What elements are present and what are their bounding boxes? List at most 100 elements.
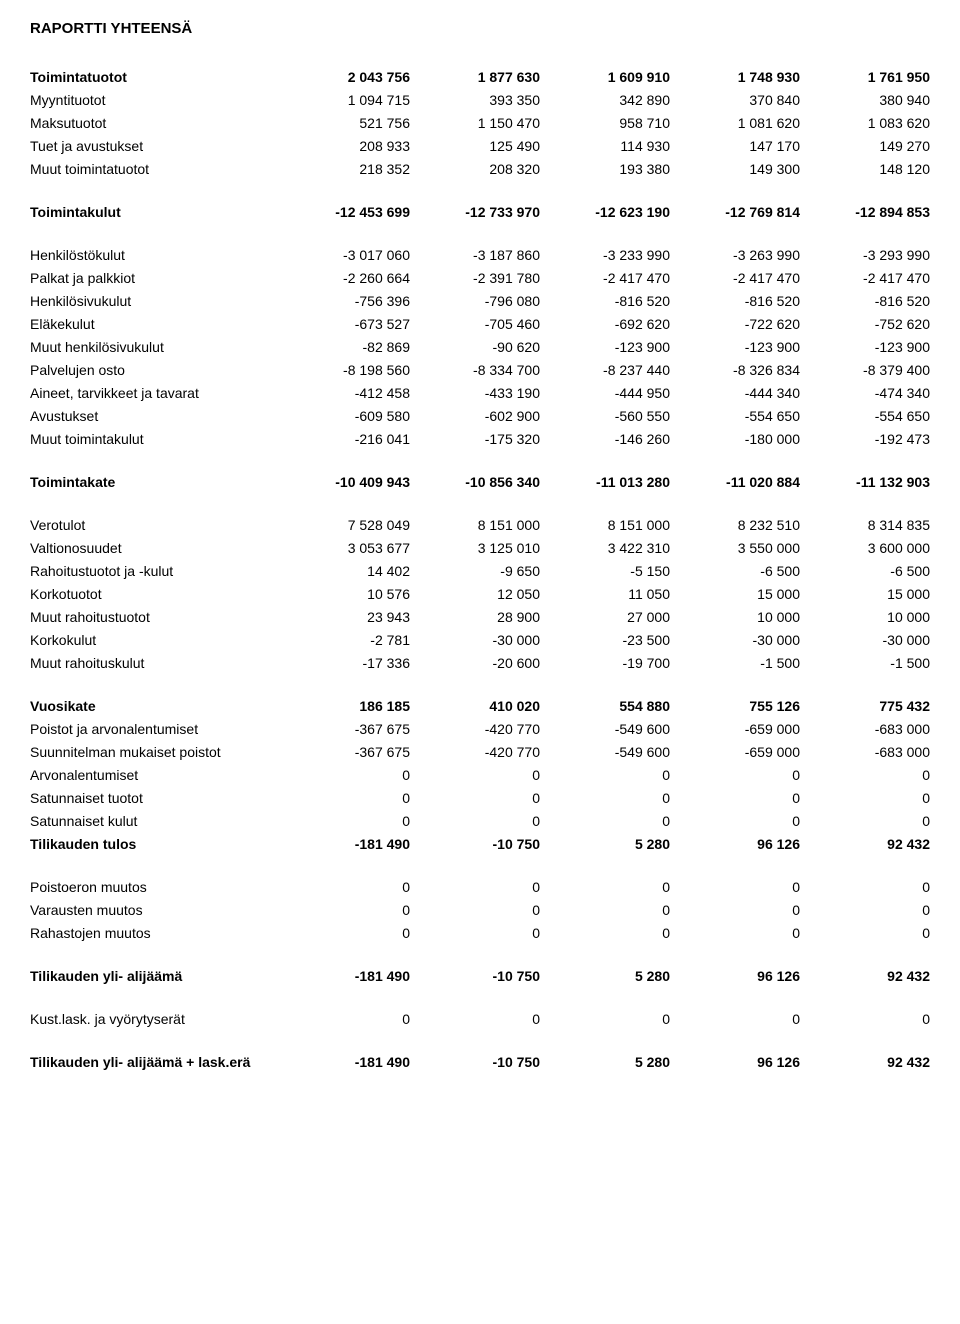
row-value: -444 950 [540,381,670,404]
row-value: -10 750 [410,832,540,855]
row-value: -11 020 884 [670,470,800,493]
row-value: -10 856 340 [410,470,540,493]
row-value: -12 733 970 [410,200,540,223]
row-value: -3 293 990 [800,243,930,266]
row-value: -23 500 [540,628,670,651]
row-value: -8 379 400 [800,358,930,381]
row-value: 1 761 950 [800,65,930,88]
table-row: Henkilösivukulut-756 396-796 080-816 520… [30,289,930,312]
table-row: Tilikauden tulos-181 490-10 7505 28096 1… [30,832,930,855]
row-value: 521 756 [280,111,410,134]
table-row: Eläkekulut-673 527-705 460-692 620-722 6… [30,312,930,335]
row-value: 10 576 [280,582,410,605]
row-value: -2 781 [280,628,410,651]
row-value: -11 013 280 [540,470,670,493]
table-row: Toimintatuotot2 043 7561 877 6301 609 91… [30,65,930,88]
row-label: Maksutuotot [30,111,280,134]
row-value: -9 650 [410,559,540,582]
table-row: Verotulot7 528 0498 151 0008 151 0008 23… [30,513,930,536]
row-value: -11 132 903 [800,470,930,493]
row-label: Rahoitustuotot ja -kulut [30,559,280,582]
row-value: 28 900 [410,605,540,628]
table-row: Maksutuotot521 7561 150 470958 7101 081 … [30,111,930,134]
row-label: Palkat ja palkkiot [30,266,280,289]
row-label: Kust.lask. ja vyörytyserät [30,1007,280,1030]
row-label: Vuosikate [30,694,280,717]
row-value: 0 [280,786,410,809]
row-value: 5 280 [540,832,670,855]
table-row: Rahoitustuotot ja -kulut14 402-9 650-5 1… [30,559,930,582]
row-value: -30 000 [800,628,930,651]
table-row: Varausten muutos00000 [30,898,930,921]
row-label: Muut rahoitustuotot [30,605,280,628]
row-value: 0 [670,763,800,786]
row-value: -2 391 780 [410,266,540,289]
row-value: -12 623 190 [540,200,670,223]
row-value: -420 770 [410,717,540,740]
row-value: 3 550 000 [670,536,800,559]
row-value: 5 280 [540,1050,670,1073]
row-value: -123 900 [670,335,800,358]
spacer-row [30,450,930,470]
table-row: Toimintakulut-12 453 699-12 733 970-12 6… [30,200,930,223]
row-value: 10 000 [670,605,800,628]
row-value: 208 933 [280,134,410,157]
row-value: -816 520 [800,289,930,312]
report-table: Toimintatuotot2 043 7561 877 6301 609 91… [30,65,930,1073]
row-value: 0 [540,763,670,786]
row-value: 0 [410,898,540,921]
row-value: -692 620 [540,312,670,335]
row-value: -796 080 [410,289,540,312]
row-value: 14 402 [280,559,410,582]
row-value: -10 750 [410,1050,540,1073]
row-value: 149 300 [670,157,800,180]
row-value: 0 [280,898,410,921]
row-value: 755 126 [670,694,800,717]
row-value: 0 [280,763,410,786]
row-value: -659 000 [670,740,800,763]
row-label: Tuet ja avustukset [30,134,280,157]
row-value: 0 [540,786,670,809]
row-value: -554 650 [800,404,930,427]
row-value: -816 520 [540,289,670,312]
row-value: -6 500 [800,559,930,582]
row-value: 0 [800,898,930,921]
row-value: -412 458 [280,381,410,404]
row-value: -20 600 [410,651,540,674]
row-value: 148 120 [800,157,930,180]
row-value: 7 528 049 [280,513,410,536]
row-value: 10 000 [800,605,930,628]
row-value: 0 [410,1007,540,1030]
row-label: Korkokulut [30,628,280,651]
row-value: 3 600 000 [800,536,930,559]
row-value: 1 877 630 [410,65,540,88]
row-value: -10 750 [410,964,540,987]
table-row: Palkat ja palkkiot-2 260 664-2 391 780-2… [30,266,930,289]
spacer-row [30,180,930,200]
row-label: Eläkekulut [30,312,280,335]
row-value: 27 000 [540,605,670,628]
table-row: Rahastojen muutos00000 [30,921,930,944]
report-title: RAPORTTI YHTEENSÄ [30,20,930,37]
row-label: Henkilöstökulut [30,243,280,266]
row-value: 1 748 930 [670,65,800,88]
row-value: -756 396 [280,289,410,312]
row-value: 0 [540,809,670,832]
row-value: 0 [540,898,670,921]
row-value: -602 900 [410,404,540,427]
row-value: 8 314 835 [800,513,930,536]
table-row: Satunnaiset tuotot00000 [30,786,930,809]
row-value: -30 000 [670,628,800,651]
spacer-row [30,855,930,875]
row-label: Tilikauden yli- alijäämä [30,964,280,987]
row-value: -560 550 [540,404,670,427]
row-value: 0 [670,898,800,921]
row-value: 0 [800,875,930,898]
row-label: Satunnaiset kulut [30,809,280,832]
row-value: 15 000 [800,582,930,605]
row-value: 0 [670,786,800,809]
row-value: -181 490 [280,1050,410,1073]
row-label: Palvelujen osto [30,358,280,381]
row-value: -6 500 [670,559,800,582]
table-row: Henkilöstökulut-3 017 060-3 187 860-3 23… [30,243,930,266]
